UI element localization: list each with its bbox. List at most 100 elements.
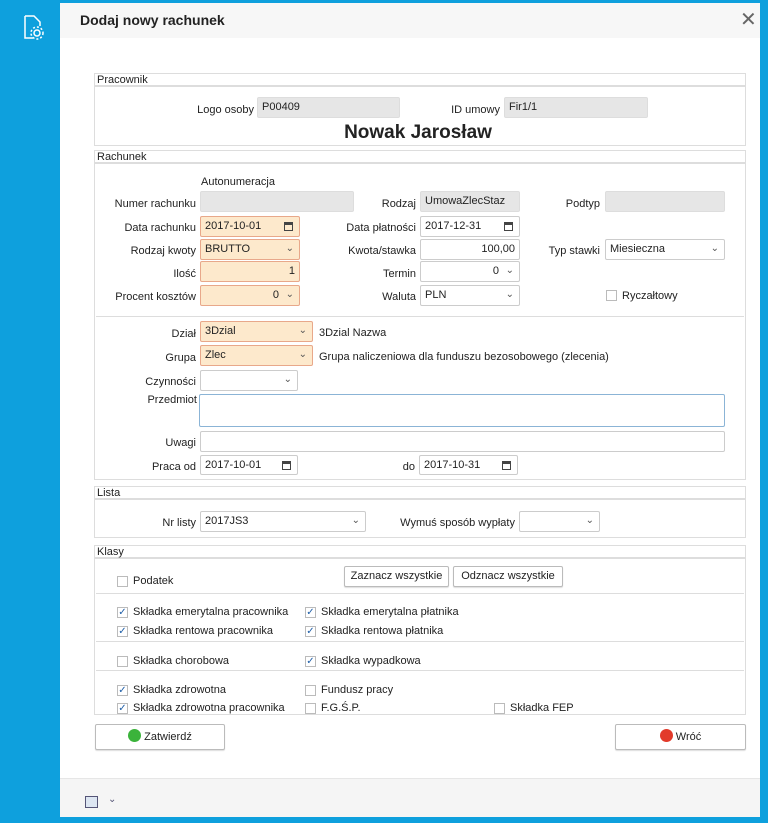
klasa-checkbox[interactable] [494, 703, 505, 714]
chevron-down-icon: ⌄ [285, 243, 294, 254]
klasa-checkbox[interactable]: ✓ [305, 626, 316, 637]
kwota-field[interactable]: 100,00 [420, 239, 520, 260]
confirm-button[interactable]: Zatwierdź [95, 724, 225, 750]
klasa-label: Fundusz pracy [321, 684, 394, 696]
waluta-select[interactable]: PLN ⌄ [420, 285, 520, 306]
waluta-label: Waluta [382, 291, 416, 303]
data-rachunku-field[interactable]: 2017-10-01 [200, 216, 300, 237]
pracownik-section: Pracownik [94, 73, 746, 146]
klasa-label: Podatek [133, 575, 174, 587]
nr-listy-select[interactable]: 2017JS3 ⌄ [200, 511, 366, 532]
chevron-down-icon[interactable]: ⌄ [108, 794, 117, 805]
dzial-select[interactable]: 3Dzial ⌄ [200, 321, 313, 342]
klasa-checkbox[interactable] [117, 656, 128, 667]
select-value: PLN [425, 289, 447, 301]
calendar-icon[interactable] [504, 222, 513, 231]
klasa-checkbox[interactable]: ✓ [117, 685, 128, 696]
logo-label: Logo osoby [197, 104, 254, 116]
data-rachunku-label: Data rachunku [124, 222, 196, 234]
procent-select[interactable]: 0 ⌄ [200, 285, 300, 306]
section-header: Klasy [95, 546, 745, 559]
date-value: 2017-10-01 [205, 459, 262, 471]
rodzaj-kwoty-select[interactable]: BRUTTO ⌄ [200, 239, 300, 260]
section-header: Lista [95, 487, 745, 500]
id-label: ID umowy [451, 104, 500, 116]
wymus-label: Wymuś sposób wypłaty [400, 517, 515, 529]
rodzaj-label: Rodzaj [381, 198, 416, 210]
klasa-checkbox[interactable]: ✓ [117, 607, 128, 618]
divider [96, 316, 744, 317]
ilosc-field[interactable]: 1 [200, 261, 300, 282]
chevron-down-icon: ⌄ [505, 289, 514, 300]
praca-do-label: do [402, 461, 415, 473]
add-bill-dialog: Dodaj nowy rachunek ✕ Pracownik Logo oso… [60, 3, 760, 817]
klasa-checkbox[interactable] [117, 576, 128, 587]
czynnosci-label: Czynności [145, 376, 196, 388]
grupa-select[interactable]: Zlec ⌄ [200, 345, 313, 366]
klasa-label: Składka wypadkowa [321, 655, 421, 667]
uwagi-field[interactable] [200, 431, 725, 452]
data-platnosci-field[interactable]: 2017-12-31 [420, 216, 520, 237]
klasa-label: Składka zdrowotna pracownika [133, 702, 285, 714]
dzial-label: Dział [171, 328, 196, 340]
ryczaltowy-checkbox[interactable] [606, 290, 617, 301]
ryczaltowy-label: Ryczałtowy [622, 290, 678, 302]
lista-section: Lista [94, 486, 746, 538]
deselect-all-button[interactable]: Odznacz wszystkie [453, 566, 563, 587]
klasa-checkbox[interactable]: ✓ [305, 607, 316, 618]
close-icon[interactable]: ✕ [740, 9, 757, 31]
select-value: Zlec [205, 349, 226, 361]
klasa-checkbox[interactable]: ✓ [117, 626, 128, 637]
chevron-down-icon: ⌄ [285, 289, 294, 300]
back-label: Wróć [675, 731, 702, 743]
settings-icon[interactable] [85, 796, 98, 808]
czynnosci-select[interactable]: ⌄ [200, 370, 298, 391]
numer-label: Numer rachunku [114, 198, 196, 210]
select-value: Miesieczna [610, 243, 666, 255]
calendar-icon[interactable] [284, 222, 293, 231]
logo-field[interactable]: P00409 [257, 97, 400, 118]
klasa-checkbox[interactable] [305, 703, 316, 714]
chevron-down-icon: ⌄ [351, 515, 360, 526]
podtyp-field[interactable] [605, 191, 725, 212]
back-button[interactable]: Wróć [615, 724, 746, 750]
employee-name: Nowak Jarosław [344, 122, 492, 143]
dzial-name: 3Dzial Nazwa [319, 327, 387, 339]
numer-field[interactable] [200, 191, 354, 212]
klasa-checkbox[interactable]: ✓ [117, 703, 128, 714]
chevron-down-icon: ⌄ [298, 325, 307, 336]
data-platnosci-label: Data płatności [346, 222, 416, 234]
section-header: Pracownik [95, 74, 745, 87]
select-all-button[interactable]: Zaznacz wszystkie [344, 566, 449, 587]
id-field[interactable]: Fir1/1 [504, 97, 648, 118]
rodzaj-field[interactable]: UmowaZlecStaz [420, 191, 520, 212]
praca-do-field[interactable]: 2017-10-31 [419, 455, 518, 475]
autonumeracja-label: Autonumeracja [201, 176, 275, 188]
stop-icon [659, 729, 673, 742]
document-settings-icon [24, 15, 44, 40]
calendar-icon[interactable] [502, 461, 511, 470]
typ-stawki-select[interactable]: Miesieczna ⌄ [605, 239, 725, 260]
wymus-select[interactable]: ⌄ [519, 511, 600, 532]
section-header: Rachunek [95, 151, 745, 164]
select-value: 0 [492, 265, 499, 277]
select-value: 3Dzial [205, 325, 236, 337]
przedmiot-textarea[interactable] [199, 394, 725, 427]
praca-od-field[interactable]: 2017-10-01 [200, 455, 298, 475]
grupa-name: Grupa naliczeniowa dla funduszu bezosobo… [319, 351, 609, 363]
przedmiot-label: Przedmiot [147, 394, 197, 406]
calendar-icon[interactable] [282, 461, 291, 470]
klasa-label: Składka emerytalna pracownika [133, 606, 289, 618]
procent-label: Procent kosztów [115, 291, 196, 303]
ilosc-label: Ilość [173, 268, 196, 280]
dialog-header: Dodaj nowy rachunek ✕ [60, 3, 760, 38]
klasa-checkbox[interactable] [305, 685, 316, 696]
chevron-down-icon: ⌄ [298, 349, 307, 360]
kwota-label: Kwota/stawka [348, 245, 416, 257]
termin-select[interactable]: 0 ⌄ [420, 261, 520, 282]
klasa-checkbox[interactable]: ✓ [305, 656, 316, 667]
divider [96, 641, 744, 642]
date-value: 2017-10-31 [424, 459, 481, 471]
termin-label: Termin [382, 268, 416, 280]
chevron-down-icon: ⌄ [283, 374, 292, 385]
